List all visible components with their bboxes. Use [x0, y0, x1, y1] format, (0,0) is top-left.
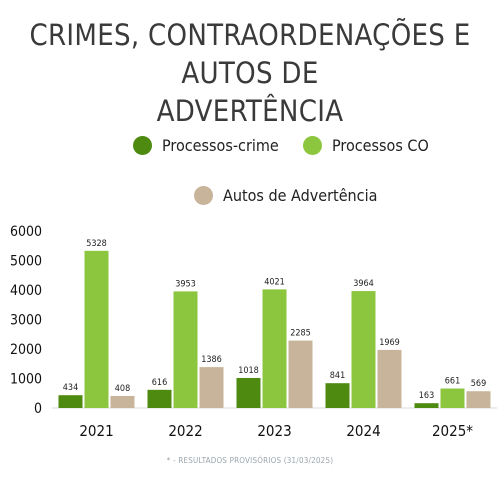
legend-label-processos-crime: Processos-crime	[162, 136, 279, 155]
bar	[288, 340, 313, 408]
data-label: 569	[471, 379, 486, 389]
footnote: * - RESULTADOS PROVISÓRIOS (31/03/2025)	[166, 456, 334, 465]
data-label: 4021	[264, 277, 285, 287]
y-tick-label: 3000	[10, 313, 42, 329]
bar	[262, 289, 287, 408]
legend-item-autos-de-advertencia: Autos de Advertência	[194, 186, 377, 205]
data-label: 616	[152, 378, 167, 388]
y-tick-label: 5000	[10, 254, 42, 270]
y-tick-label: 2000	[10, 342, 42, 358]
bar	[84, 250, 109, 408]
bar	[236, 377, 261, 408]
data-label: 1969	[379, 338, 400, 348]
data-label: 1018	[238, 366, 259, 376]
x-category-label: 2024	[346, 422, 380, 440]
data-label: 661	[445, 377, 460, 387]
bar	[377, 349, 402, 408]
chart-title-line-1: CRIMES, CONTRAORDENAÇÕES E AUTOS DE	[29, 18, 471, 90]
legend-label-processos-co: Processos CO	[332, 136, 429, 155]
legend-item-processos-co: Processos CO	[303, 136, 429, 155]
bar	[199, 367, 224, 408]
bar	[440, 388, 465, 408]
y-tick-label: 4000	[10, 283, 42, 299]
bar	[351, 291, 376, 408]
chart-title-line-2: ADVERTÊNCIA	[156, 94, 344, 128]
chart-title: CRIMES, CONTRAORDENAÇÕES E AUTOS DE ADVE…	[0, 16, 500, 130]
bar	[466, 391, 491, 408]
x-category-label: 2021	[79, 422, 113, 440]
data-label: 3953	[175, 279, 196, 289]
legend-item-processos-crime: Processos-crime	[133, 136, 279, 155]
y-tick-label: 0	[34, 401, 42, 417]
data-label: 163	[419, 391, 434, 401]
data-label: 1386	[201, 355, 222, 365]
data-label: 3964	[353, 279, 374, 289]
bar	[325, 383, 350, 408]
bar	[414, 403, 439, 408]
legend-swatch-processos-crime	[133, 136, 152, 155]
y-tick-label: 1000	[10, 372, 42, 388]
legend-label-autos-de-advertencia: Autos de Advertência	[223, 186, 378, 205]
y-tick-label: 6000	[10, 224, 42, 240]
data-label: 841	[330, 371, 345, 381]
x-category-label: 2022	[168, 422, 202, 440]
legend-swatch-autos-de-advertencia	[194, 186, 213, 205]
data-label: 408	[115, 384, 130, 394]
bar	[147, 389, 172, 408]
data-label: 434	[63, 383, 78, 393]
x-category-label: 2023	[257, 422, 291, 440]
x-category-label: 2025*	[432, 422, 473, 440]
data-label: 5328	[86, 239, 107, 249]
legend-swatch-processos-co	[303, 136, 322, 155]
bar	[173, 291, 198, 408]
bar	[110, 395, 135, 408]
bar	[58, 395, 83, 408]
data-label: 2285	[290, 329, 311, 339]
